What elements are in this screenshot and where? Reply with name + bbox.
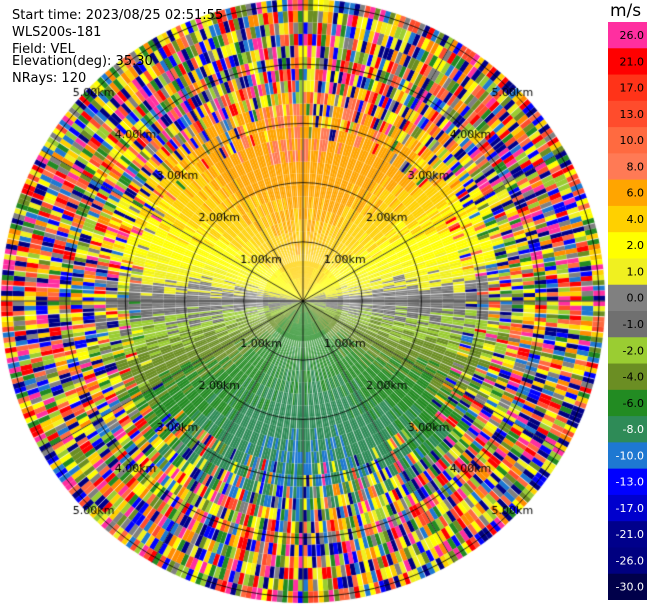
colorbar-segment (608, 363, 647, 391)
colorbar-tick-label: 21.0 (620, 55, 645, 68)
colorbar-segment (608, 179, 647, 207)
colorbar-segment (608, 127, 647, 154)
colorbar-tick-label: 2.0 (627, 239, 645, 252)
device-label: WLS200s-181 (12, 25, 102, 40)
colorbar-segment (608, 22, 647, 49)
colorbar-tick-label: -30.0 (616, 581, 644, 594)
colorbar-segment (608, 521, 647, 548)
colorbar-segment (608, 48, 647, 76)
start-time-label: Start time: 2023/08/25 02:51:55 (12, 8, 224, 23)
colorbar-tick-label: 6.0 (627, 187, 645, 200)
colorbar-segment (608, 442, 647, 470)
nrays-label: NRays: 120 (12, 71, 87, 86)
colorbar-tick-label: -1.0 (623, 318, 644, 331)
colorbar-tick-label: -4.0 (623, 371, 644, 384)
colorbar-tick-label: -26.0 (616, 554, 644, 567)
colorbar-tick-label: 8.0 (627, 160, 645, 173)
colorbar-segment (608, 416, 647, 443)
colorbar-segment (608, 573, 647, 600)
colorbar-tick-label: -17.0 (616, 502, 644, 515)
field-label: Field: VEL (12, 42, 75, 57)
colorbar-tick-label: -2.0 (623, 344, 644, 357)
colorbar-tick-label: -10.0 (616, 449, 644, 462)
colorbar-segment (608, 468, 647, 496)
colorbar-segment (608, 284, 647, 312)
colorbar-segment (608, 74, 647, 102)
colorbar-tick-label: -21.0 (616, 528, 644, 541)
colorbar-tick-label: -13.0 (616, 476, 644, 489)
colorbar-tick-label: 0.0 (627, 292, 645, 305)
colorbar-segment (608, 547, 647, 575)
colorbar-segment (608, 494, 647, 522)
colorbar-tick-label: -6.0 (623, 397, 644, 410)
colorbar-tick-label: 4.0 (627, 213, 645, 226)
elevation-label: Elevation(deg): 35.30 (12, 54, 153, 69)
colorbar-segment (608, 337, 647, 365)
colorbar-tick-label: 17.0 (620, 82, 645, 95)
colorbar-segment (608, 232, 647, 259)
colorbar-segment (608, 153, 647, 181)
colorbar-tick-label: -8.0 (623, 423, 644, 436)
colorbar-segment (608, 258, 647, 286)
colorbar-segment (608, 205, 647, 233)
colorbar: 26.0 21.0 17.0 13.0 10.0 8.0 6.0 4.0 2.0 1.0 0.0 -1… (608, 22, 647, 600)
colorbar-segment (608, 389, 647, 417)
colorbar-tick-label: 13.0 (620, 108, 645, 121)
colorbar-segment (608, 100, 647, 128)
colorbar-tick-label: 1.0 (627, 265, 645, 278)
colorbar-tick-label: 10.0 (620, 134, 645, 147)
colorbar-segment (608, 311, 647, 338)
colorbar-tick-label: 26.0 (620, 29, 645, 42)
colorbar-unit: m/s (610, 1, 642, 21)
